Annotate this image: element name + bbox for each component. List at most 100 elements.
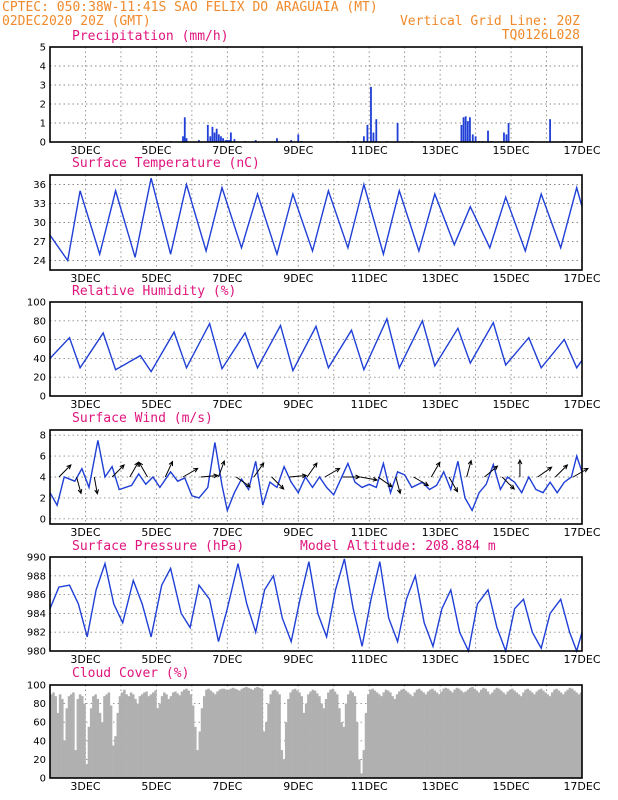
cloud-bar xyxy=(54,696,57,778)
cloud-bar xyxy=(231,687,235,778)
precip-bar xyxy=(185,138,188,142)
cloud-bar xyxy=(528,690,532,778)
cloud-bar xyxy=(497,688,501,778)
y-tick-label: 986 xyxy=(27,590,46,601)
x-tick-label: 3DEC xyxy=(70,526,100,539)
cloud-bar xyxy=(515,692,519,778)
y-tick-label: 988 xyxy=(27,571,46,582)
cloud-bar xyxy=(440,691,443,778)
cloud-bar xyxy=(562,694,565,778)
cloud-bar xyxy=(482,687,485,778)
pressure-panel: Surface Pressure (hPa) Model Altitude: 2… xyxy=(27,539,601,666)
wind-arrow xyxy=(235,476,252,488)
cloud-bar xyxy=(198,731,202,778)
cloud-bar xyxy=(112,745,115,778)
cloud-bar xyxy=(218,689,221,778)
x-tick-label: 13DEC xyxy=(422,272,459,285)
x-tick-label: 15DEC xyxy=(493,653,530,666)
y-tick-label: 990 xyxy=(27,553,46,564)
x-tick-label: 3DEC xyxy=(70,653,100,666)
cloud-bar xyxy=(81,696,84,778)
wind-arrow xyxy=(517,458,523,477)
cloud-bar xyxy=(550,692,554,778)
cloud-bar xyxy=(191,705,195,778)
cloud-bar xyxy=(327,692,330,778)
x-tick-label: 11DEC xyxy=(351,398,388,411)
cloud-bar xyxy=(118,696,122,778)
cloud-bar xyxy=(307,694,310,778)
y-tick-label: 100 xyxy=(27,298,46,309)
cloud-bar xyxy=(371,688,374,778)
x-tick-label: 17DEC xyxy=(563,653,600,666)
plot-frame xyxy=(49,46,583,143)
x-tick-label: 7DEC xyxy=(212,144,242,157)
cloud-bar xyxy=(140,694,144,778)
plot-frame xyxy=(49,556,583,652)
cloud-bar xyxy=(180,691,184,778)
cloud-bar xyxy=(338,708,341,778)
precip-bar xyxy=(228,140,231,142)
wind-arrow xyxy=(466,459,473,478)
x-tick-label: 5DEC xyxy=(141,144,171,157)
x-tick-label: 11DEC xyxy=(351,272,388,285)
cloud-bar xyxy=(318,696,321,778)
cloud-bar xyxy=(324,698,328,778)
cloud-bar xyxy=(457,688,461,778)
cloud-bar xyxy=(125,694,128,778)
cloud-bar xyxy=(185,688,188,778)
cloud-bar xyxy=(471,686,474,778)
wind-arrow xyxy=(306,462,318,478)
cloud-bar xyxy=(375,692,379,778)
x-tick-label: 15DEC xyxy=(493,780,530,793)
cloud-bar xyxy=(240,688,244,778)
cloud-bar xyxy=(579,692,583,778)
cloud-bar xyxy=(289,692,292,778)
cloud-bar xyxy=(154,690,157,778)
run-time-header: 02DEC2020 20Z (GMT) xyxy=(2,14,151,29)
cloud-bar xyxy=(402,688,405,778)
precip-bar xyxy=(290,140,293,142)
y-tick-label: 36 xyxy=(33,180,46,191)
cloud-bar xyxy=(311,689,315,778)
plot-frame xyxy=(49,684,583,779)
cloud-bar xyxy=(114,736,117,778)
cloud-bar xyxy=(429,689,432,778)
cloud-bar xyxy=(109,705,113,778)
precip-bar xyxy=(372,132,375,142)
cloud-bar xyxy=(431,688,434,778)
cloud-bar xyxy=(522,692,525,778)
cloud-bar xyxy=(415,689,419,778)
x-tick-label: 15DEC xyxy=(493,526,530,539)
cloud-bar xyxy=(169,696,173,778)
wind-arrow xyxy=(377,476,393,488)
precip-bar xyxy=(220,136,222,142)
cloud-bar xyxy=(100,722,104,778)
x-tick-label: 13DEC xyxy=(422,780,459,793)
y-tick-label: 1 xyxy=(40,119,46,130)
x-tick-label: 17DEC xyxy=(563,398,600,411)
x-tick-label: 7DEC xyxy=(212,653,242,666)
wind-arrow xyxy=(93,476,99,495)
humidity-panel: Relative Humidity (%) 0 20 40 60 80 100 3DEC 5D… xyxy=(27,284,601,411)
cloud-bar xyxy=(287,698,290,778)
y-tick-label: 5 xyxy=(40,43,46,54)
x-tick-label: 5DEC xyxy=(141,526,171,539)
cloud-bar xyxy=(309,691,312,778)
cloud-bar xyxy=(406,692,410,778)
x-tick-label: 9DEC xyxy=(283,144,313,157)
precip-bar xyxy=(366,124,369,142)
cloud-bar xyxy=(158,703,162,778)
cloud-bar xyxy=(533,694,536,778)
y-tick-label: 33 xyxy=(33,199,46,210)
x-tick-label: 15DEC xyxy=(493,272,530,285)
cloud-bar xyxy=(495,687,499,778)
cloud-bar xyxy=(251,689,255,778)
cloud-bar xyxy=(333,691,337,778)
cloud-bar xyxy=(426,691,430,778)
cloud-bar xyxy=(553,689,556,778)
cloud-bar xyxy=(360,773,363,778)
cloud-bar xyxy=(320,703,323,778)
cloud-bar xyxy=(200,708,204,778)
cloud-bar xyxy=(484,688,487,778)
x-tick-label: 5DEC xyxy=(141,272,171,285)
